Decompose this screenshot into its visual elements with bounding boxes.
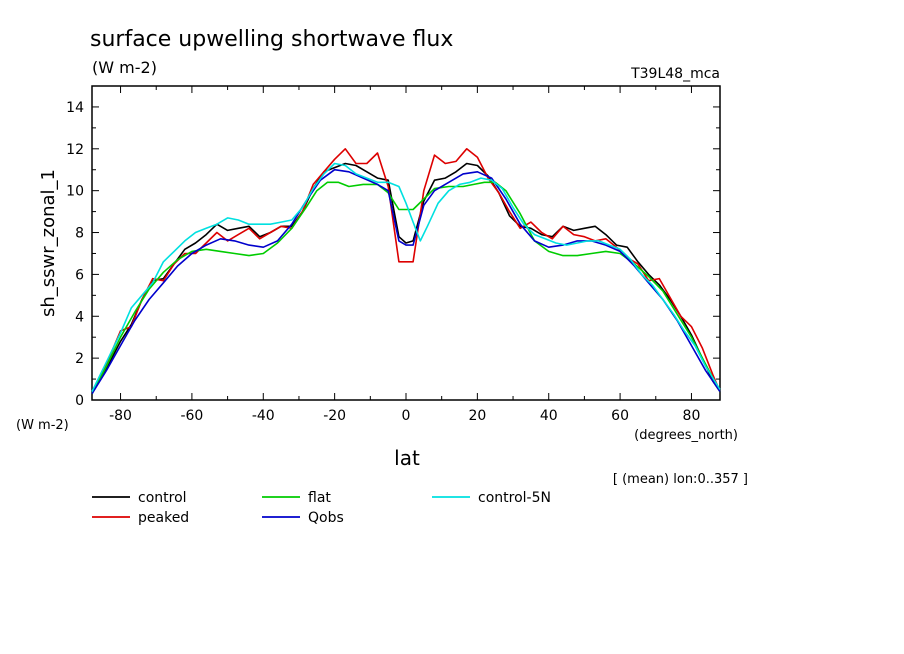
x-tick-label: -60: [180, 408, 203, 424]
x-tick-label: -80: [109, 408, 132, 424]
x-axis-label: lat: [394, 446, 420, 470]
series-line-peaked: [91, 148, 721, 395]
series-line-control-5n: [91, 162, 721, 392]
series-line-qobs: [91, 168, 721, 395]
units-label: (W m-2): [92, 58, 157, 77]
y-units-label: (W m-2): [16, 418, 69, 433]
y-tick-label: 6: [75, 267, 84, 283]
y-axis: 0 2 4 6 8 10 12 14: [66, 100, 720, 409]
chart-title: surface upwelling shortwave flux: [90, 27, 453, 52]
x-tick-label: 60: [611, 408, 629, 424]
x-tick-label: 40: [540, 408, 558, 424]
y-tick-label: 10: [66, 184, 84, 200]
series-lines: [91, 148, 721, 395]
x-tick-label: 80: [683, 408, 701, 424]
legend-label-peaked: peaked: [138, 510, 189, 526]
legend-label-control: control: [138, 490, 187, 506]
y-axis-label: sh_sswr_zonal_1: [38, 169, 59, 317]
y-tick-label: 4: [75, 309, 84, 325]
x-tick-label: 0: [402, 408, 411, 424]
y-tick-label: 8: [75, 226, 84, 242]
x-tick-label: 20: [468, 408, 486, 424]
x-axis: -80 -60 -40 -20 0 20 40 60 80: [109, 86, 700, 424]
legend-label-control-5n: control-5N: [478, 490, 551, 506]
y-tick-label: 12: [66, 142, 84, 158]
legend-label-flat: flat: [308, 490, 331, 506]
legend-label-qobs: Qobs: [308, 510, 344, 526]
x-tick-label: -40: [252, 408, 275, 424]
subset-note: [ (mean) lon:0..357 ]: [613, 472, 748, 487]
y-tick-label: 2: [75, 351, 84, 367]
x-units-label: (degrees_north): [634, 428, 738, 443]
x-tick-label: -20: [323, 408, 346, 424]
y-tick-label: 14: [66, 100, 84, 116]
series-line-control: [91, 162, 721, 395]
y-tick-label: 0: [75, 393, 84, 409]
legend: control peaked flat Qobs control-5N: [92, 490, 551, 526]
series-line-flat: [91, 181, 721, 395]
run-label: T39L48_mca: [630, 66, 720, 82]
